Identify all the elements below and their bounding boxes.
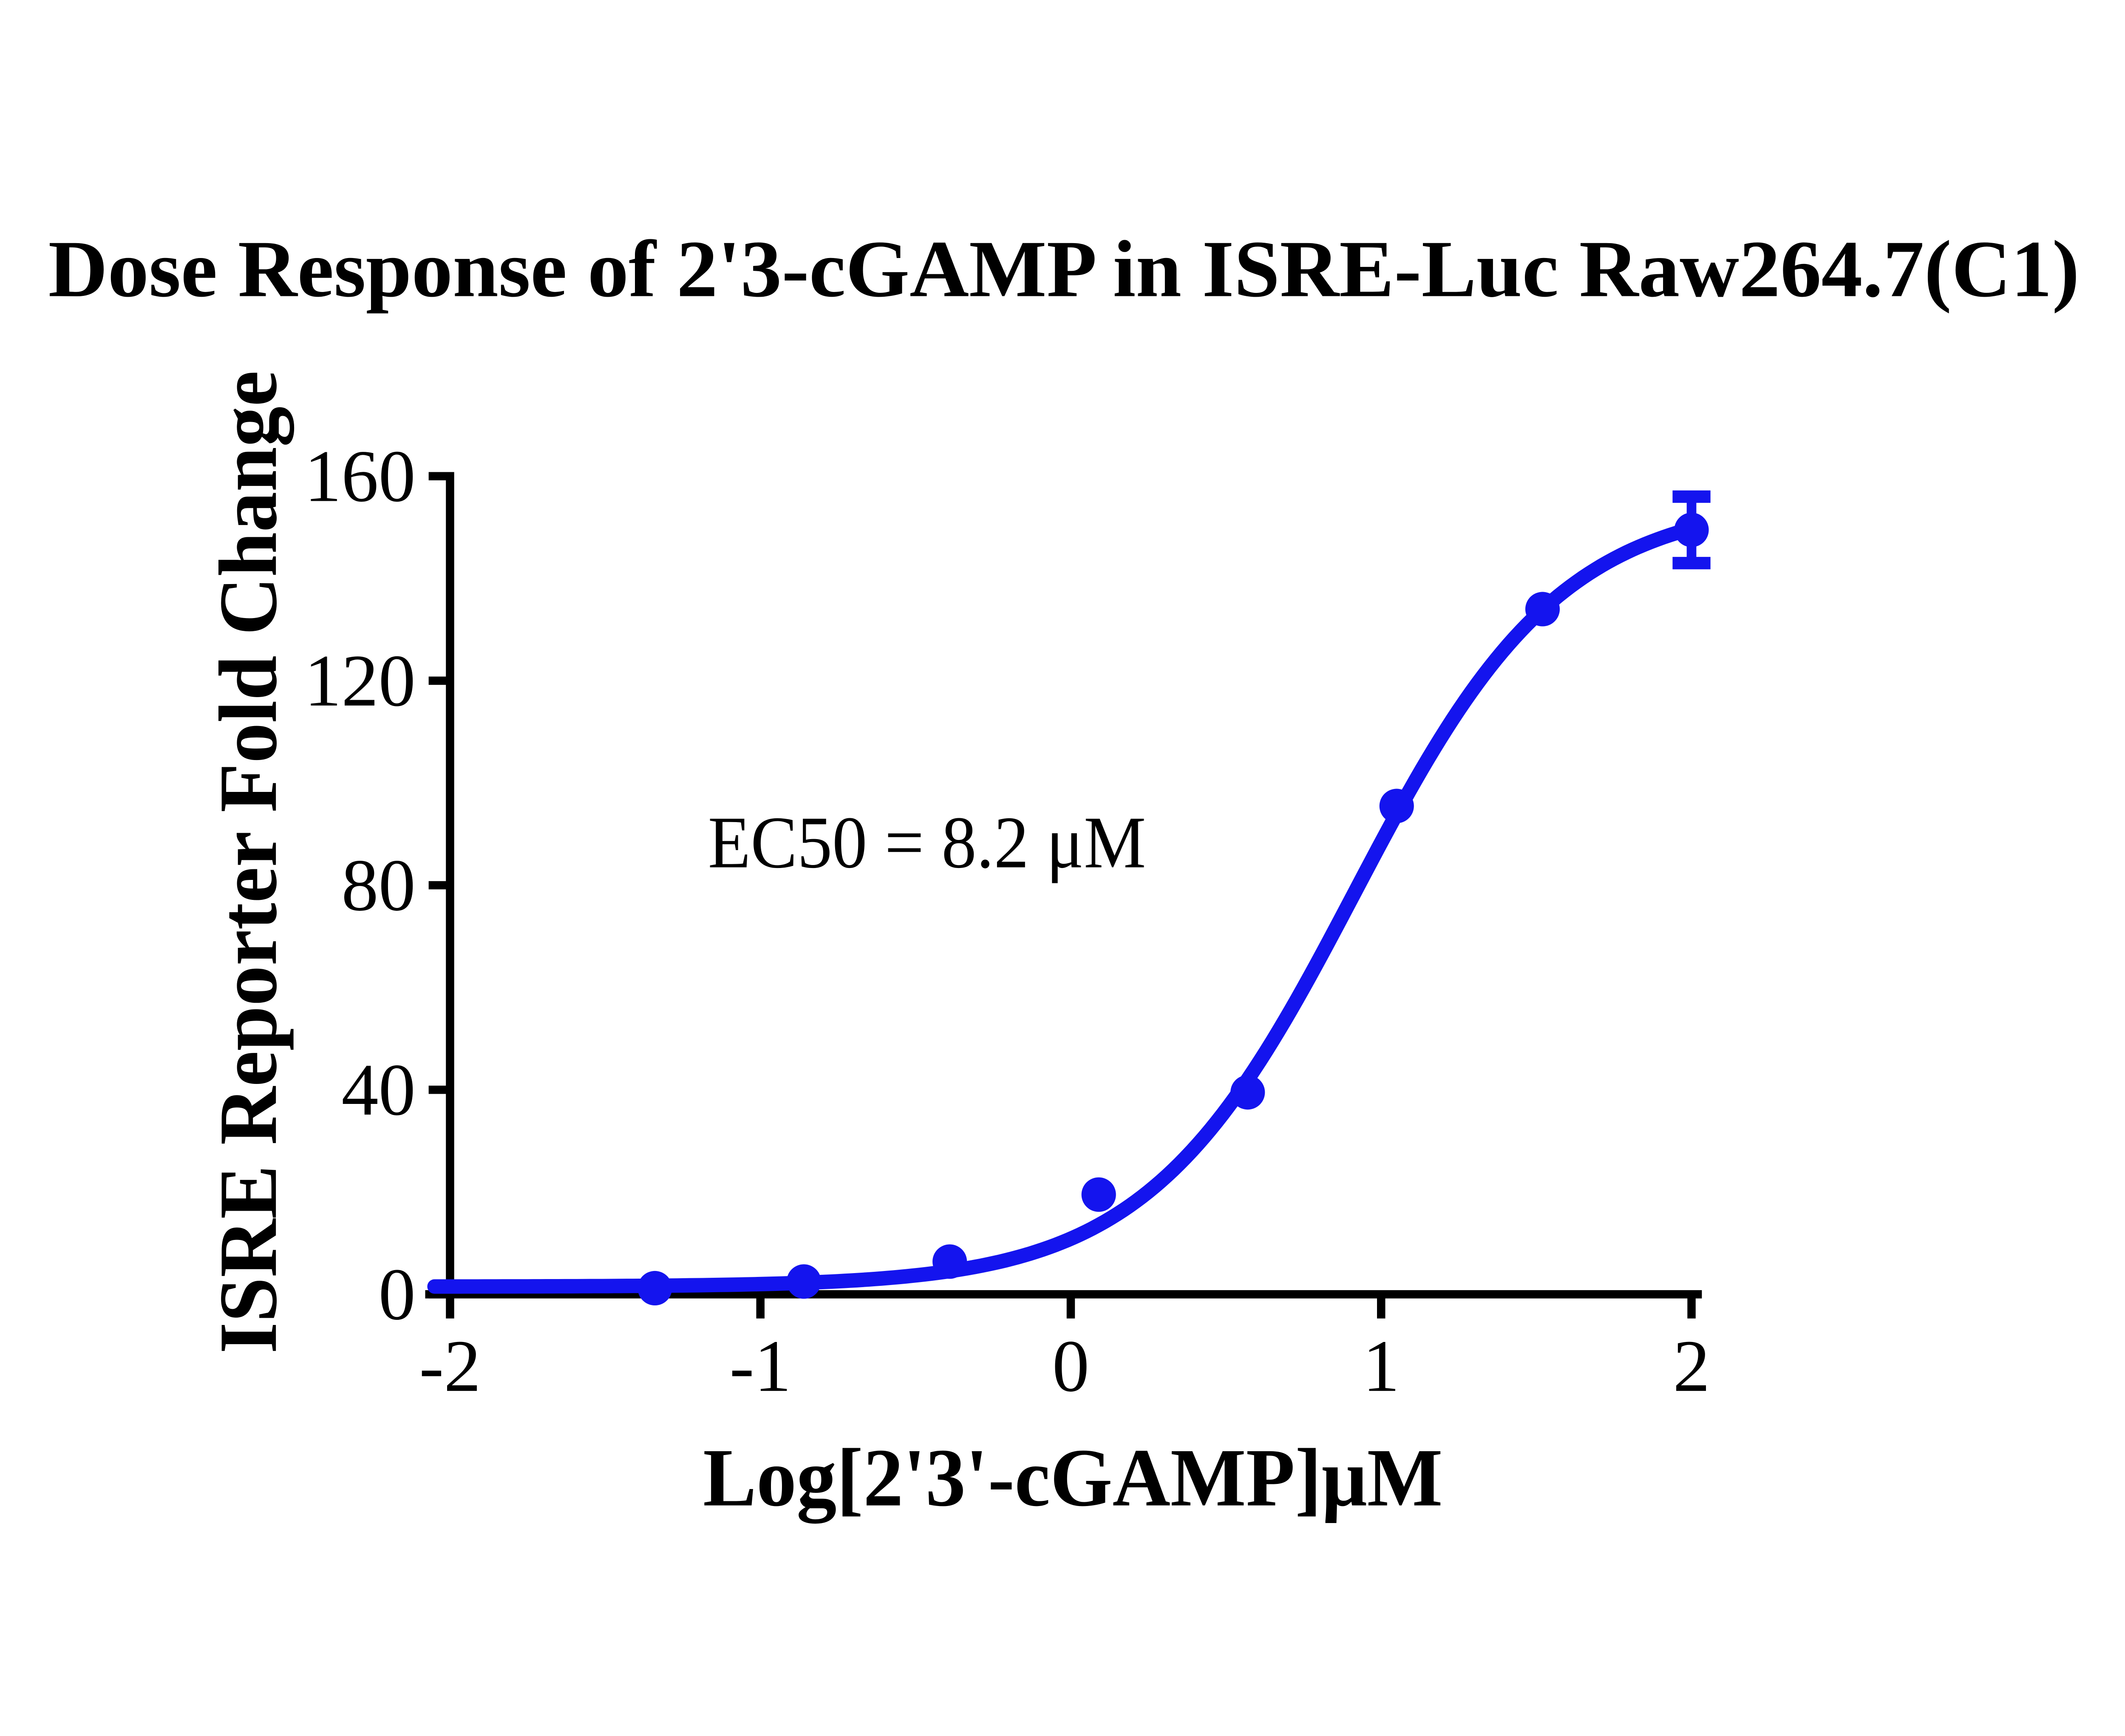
data-point (932, 1244, 967, 1279)
x-tick-label: 2 (1673, 1325, 1710, 1407)
y-tick-label: 160 (304, 435, 416, 517)
x-tick-label: -2 (419, 1325, 481, 1407)
y-tick-label: 120 (304, 640, 416, 722)
error-bar-cap-bottom (1672, 557, 1711, 570)
data-point (1379, 789, 1414, 823)
x-tick-label: 0 (1052, 1325, 1089, 1407)
x-tick-label: -1 (730, 1325, 791, 1407)
chart-title: Dose Response of 2'3-cGAMP in ISRE-Luc R… (48, 224, 2080, 314)
y-tick-label: 40 (341, 1049, 415, 1131)
chart-background (0, 164, 2125, 1572)
ec50-annotation: EC50 = 8.2 μM (708, 801, 1146, 883)
data-point (1674, 512, 1709, 547)
data-point (786, 1264, 822, 1299)
y-tick-label: 80 (341, 844, 415, 926)
x-tick-label: 1 (1363, 1325, 1400, 1407)
data-point (638, 1271, 672, 1306)
data-point (1525, 592, 1560, 627)
y-axis-label: ISRE Reporter Fold Change (202, 371, 294, 1354)
data-point (1081, 1177, 1116, 1212)
data-point (1230, 1075, 1265, 1110)
error-bar-cap-top (1672, 490, 1711, 503)
x-axis-label: Log[2'3'-cGAMP]μM (703, 1432, 1443, 1524)
y-tick-label: 0 (379, 1253, 416, 1335)
